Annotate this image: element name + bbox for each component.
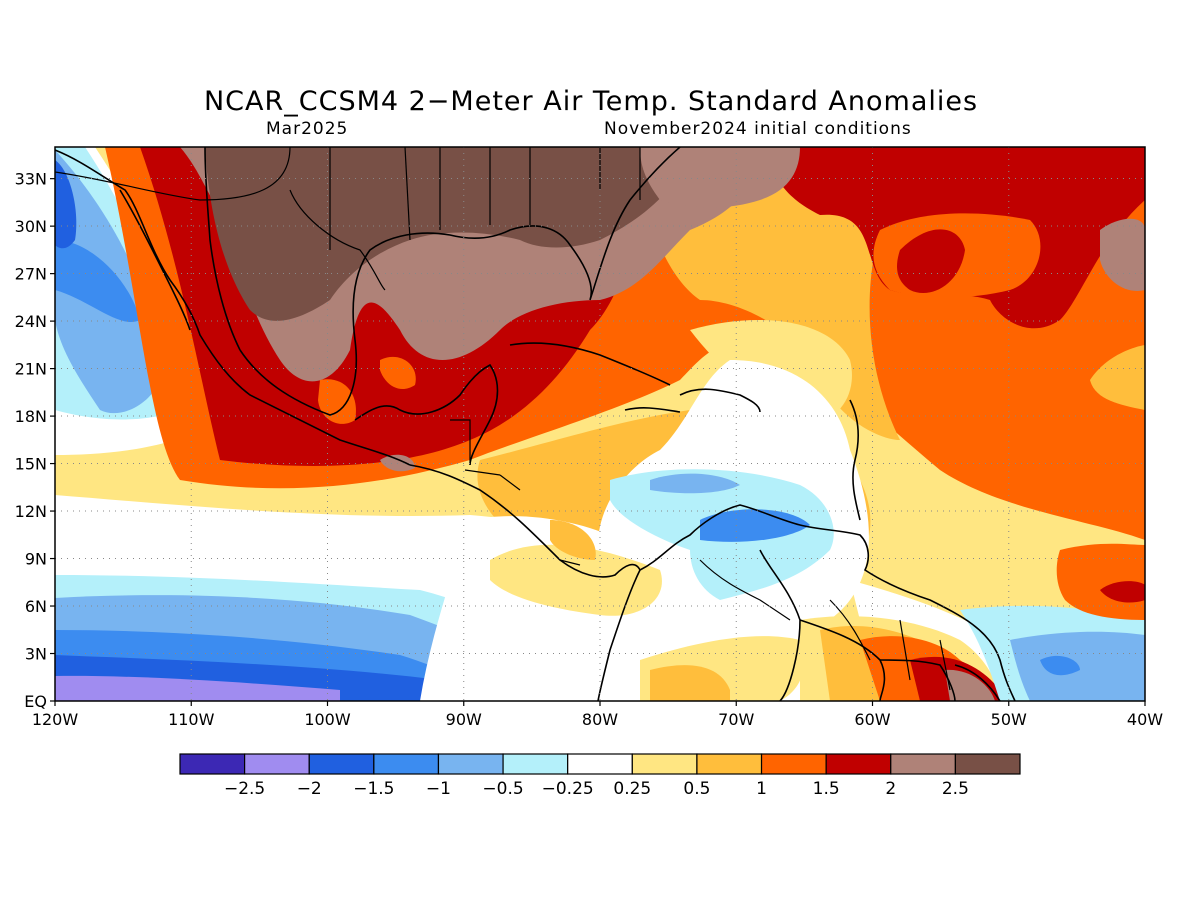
yucatan-orange (318, 379, 356, 424)
lat-tick-label: 21N (15, 360, 47, 379)
longitude-axis: 120W 110W 100W 90W 80W 70W 60W 50W 40W (32, 701, 1163, 729)
colorbar-swatch (696, 753, 763, 775)
guiana-rose (945, 669, 995, 701)
initial-conditions: November2024 initial conditions (604, 119, 912, 139)
lon-tick-label: 70W (718, 710, 754, 729)
lon-tick-label: 80W (582, 710, 618, 729)
colorbar-label: 0.25 (613, 779, 651, 799)
colorbar-label: −1 (426, 779, 451, 799)
colorbar-swatch (954, 753, 1021, 775)
lon-tick-label: 120W (32, 710, 79, 729)
lon-tick-label: 40W (1127, 710, 1163, 729)
colorbar-swatch (373, 753, 440, 775)
colorbar-swatch (179, 753, 246, 775)
gulf-orange (380, 356, 416, 390)
caribbean-blue-core (700, 509, 810, 542)
chart-title: NCAR_CCSM4 2−Meter Air Temp. Standard An… (203, 86, 979, 117)
colorbar-label: −0.25 (542, 779, 594, 799)
lon-tick-label: 110W (168, 710, 215, 729)
colorbar-label: 1 (756, 779, 767, 799)
baja-mid-blue (55, 240, 140, 323)
atlantic-rose-east (1100, 218, 1145, 291)
lat-tick-label: 33N (15, 170, 47, 189)
lat-tick-label: 6N (25, 597, 47, 616)
colorbar-label: −1.5 (353, 779, 394, 799)
colorbar-swatch (631, 753, 698, 775)
lat-tick-label: 18N (15, 407, 47, 426)
lat-tick-label: EQ (24, 692, 47, 711)
pacific-violet (55, 675, 340, 701)
us-brown (205, 147, 690, 321)
colorbar-swatch (890, 753, 956, 775)
southam-amber (650, 665, 730, 701)
colorbar-swatch (308, 753, 375, 775)
atlantic-yellow-east (1090, 345, 1145, 410)
lon-tick-label: 50W (991, 710, 1027, 729)
colorbar-label: 0.5 (683, 779, 710, 799)
atlantic-darkred-blob (897, 229, 965, 294)
colorbar-label: −2 (297, 779, 322, 799)
lat-tick-label: 3N (25, 645, 47, 664)
lat-tick-label: 30N (15, 217, 47, 236)
baja-blue-core (55, 160, 77, 249)
centam-yellow (490, 544, 662, 616)
lon-tick-label: 90W (446, 710, 482, 729)
boundaries (55, 147, 951, 691)
colorbar-label: 2.5 (942, 779, 969, 799)
east-atlantic-darkred (1100, 581, 1145, 603)
coastlines (55, 147, 1016, 701)
colorbar-label: −0.5 (482, 779, 523, 799)
lon-tick-label: 100W (304, 710, 351, 729)
lat-tick-label: 9N (25, 550, 47, 569)
us-east-rose (640, 147, 800, 208)
colorbar-swatch (502, 753, 569, 775)
map-grid (55, 147, 1145, 701)
atlantic-amber-inner (640, 147, 1145, 440)
lat-tick-label: 15N (15, 455, 47, 474)
colorbar-swatch (437, 753, 504, 775)
colorbar: −2.5 −2 −1.5 −1 −0.5 −0.25 0.25 0.5 1 1.5 2 2.5 (179, 753, 1021, 799)
colorbar-swatch (567, 753, 633, 775)
caribbean-light-blue (650, 473, 740, 494)
colorbar-label: −2.5 (224, 779, 265, 799)
east-atlantic-mid-blue (1040, 655, 1080, 676)
lat-tick-label: 12N (15, 502, 47, 521)
colorbar-swatch (760, 753, 827, 775)
colorbar-label: 1.5 (813, 779, 840, 799)
colorbar-label: 2 (885, 779, 896, 799)
colorbar-swatch (244, 753, 310, 775)
lat-tick-label: 27N (15, 265, 47, 284)
lat-tick-label: 24N (15, 312, 47, 331)
lon-tick-label: 60W (854, 710, 890, 729)
centam-rose (380, 454, 415, 472)
centam-amber (550, 520, 596, 560)
colorbar-swatch (825, 753, 892, 775)
latitude-axis: EQ 3N 6N 9N 12N 15N 18N 21N 24N 27N 30N 33N (15, 170, 55, 711)
valid-month: Mar2025 (266, 119, 349, 139)
